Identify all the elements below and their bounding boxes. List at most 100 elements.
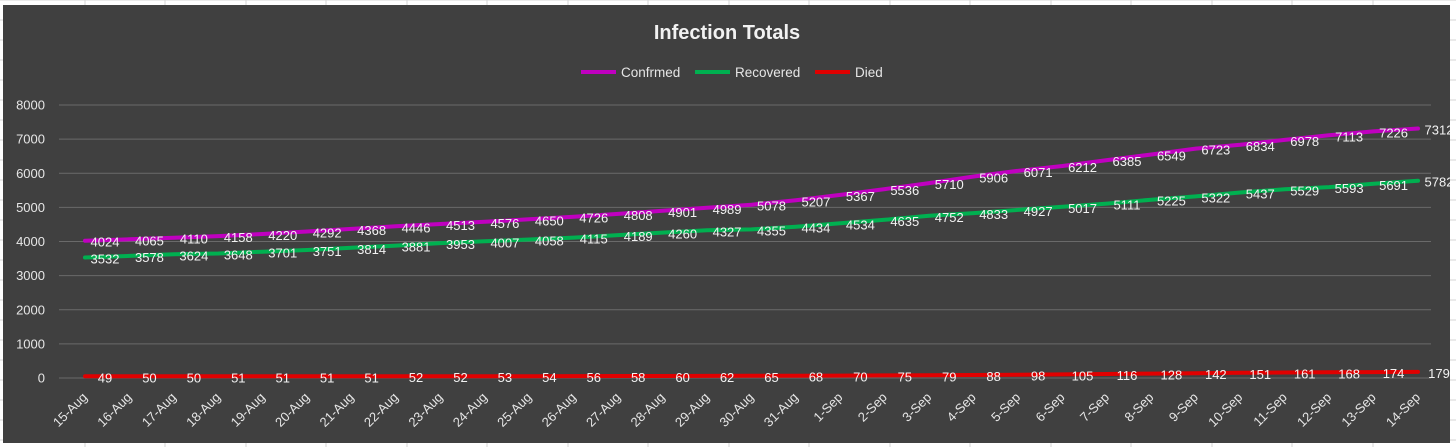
legend-label: Recovered — [735, 65, 800, 80]
x-tick-label: 3-Sep — [899, 390, 934, 425]
data-label-recovered: 4355 — [757, 223, 786, 238]
y-tick-label: 5000 — [16, 200, 45, 215]
gridlines — [59, 104, 1431, 379]
data-label-confrmed: 5367 — [846, 189, 875, 204]
series-line-recovered — [83, 178, 1420, 260]
data-label-confrmed: 4446 — [402, 220, 431, 235]
data-label-confrmed: 4024 — [91, 235, 120, 250]
y-axis: 0 1000 2000 3000 4000 5000 6000 7000 8000 — [16, 98, 45, 386]
data-label-recovered: 5691 — [1379, 178, 1408, 193]
data-label-died: 50 — [187, 370, 201, 385]
data-label-died: 105 — [1072, 368, 1094, 383]
x-axis: 15-Aug 16-Aug 17-Aug 18-Aug 19-Aug 20-Aug 21-A… — [50, 390, 1423, 430]
x-tick-label: 24-Aug — [450, 390, 490, 430]
data-label-recovered: 4833 — [979, 207, 1008, 222]
y-tick-label: 2000 — [16, 302, 45, 317]
legend-label: Died — [855, 65, 883, 80]
data-label-recovered: 4927 — [1024, 204, 1053, 219]
data-label-recovered: 3751 — [313, 244, 342, 259]
x-tick-label: 16-Aug — [94, 390, 134, 430]
data-label-recovered: 4434 — [801, 221, 830, 236]
data-label-recovered: 4115 — [580, 232, 608, 247]
x-tick-label: 29-Aug — [672, 390, 712, 430]
data-label-recovered: 4189 — [624, 229, 653, 244]
data-label-confrmed: 6549 — [1157, 149, 1186, 164]
data-label-died: 51 — [364, 370, 378, 385]
line-chart: Infection Totals Confrmed Recovered Died 0… — [16, 22, 1450, 430]
data-label-recovered: 4007 — [490, 235, 519, 250]
data-label-died: 54 — [542, 370, 556, 385]
x-tick-label: 7-Sep — [1077, 390, 1112, 425]
data-label-recovered: 5437 — [1246, 186, 1275, 201]
data-label-recovered: 3953 — [446, 237, 475, 252]
data-label-died: 62 — [720, 370, 734, 385]
x-tick-label: 8-Sep — [1121, 390, 1156, 425]
data-label-confrmed: 4650 — [535, 213, 564, 228]
x-tick-label: 26-Aug — [539, 390, 579, 430]
data-label-died: 179 — [1428, 366, 1450, 381]
chart-title: Infection Totals — [654, 22, 800, 44]
data-label-died: 174 — [1383, 366, 1405, 381]
x-tick-label: 31-Aug — [761, 390, 801, 430]
y-tick-label: 1000 — [16, 336, 45, 351]
data-label-died: 51 — [320, 370, 334, 385]
data-label-died: 68 — [809, 370, 823, 385]
data-label-recovered: 5782 — [1425, 175, 1450, 190]
data-label-confrmed: 4726 — [579, 211, 608, 226]
chart-area[interactable]: Infection Totals Confrmed Recovered Died 0… — [3, 5, 1450, 443]
data-label-recovered: 3648 — [224, 248, 253, 263]
data-label-confrmed: 5078 — [757, 199, 786, 214]
data-label-recovered: 3532 — [91, 251, 120, 266]
data-label-recovered: 3881 — [402, 240, 431, 255]
x-tick-label: 22-Aug — [361, 390, 401, 430]
x-tick-label: 21-Aug — [316, 390, 356, 430]
data-label-confrmed: 4110 — [180, 232, 208, 247]
data-label-confrmed: 4513 — [446, 218, 475, 233]
data-label-confrmed: 6385 — [1113, 154, 1142, 169]
data-label-died: 142 — [1205, 367, 1227, 382]
data-label-recovered: 5529 — [1290, 183, 1319, 198]
x-tick-label: 4-Sep — [944, 390, 979, 425]
data-label-confrmed: 4576 — [490, 216, 519, 231]
x-tick-label: 1-Sep — [810, 390, 845, 425]
data-label-died: 75 — [898, 369, 912, 384]
data-label-confrmed: 7226 — [1379, 125, 1408, 140]
x-tick-label: 15-Aug — [50, 390, 90, 430]
data-label-died: 161 — [1294, 367, 1316, 382]
data-label-confrmed: 4065 — [135, 233, 164, 248]
data-label-confrmed: 4292 — [313, 226, 342, 241]
data-label-confrmed: 4989 — [713, 202, 742, 217]
data-label-recovered: 3624 — [179, 248, 208, 263]
data-label-recovered: 3578 — [135, 250, 164, 265]
data-label-died: 79 — [942, 369, 956, 384]
x-tick-label: 25-Aug — [494, 390, 534, 430]
x-tick-label: 9-Sep — [1166, 390, 1201, 425]
x-tick-label: 6-Sep — [1033, 390, 1068, 425]
data-label-died: 60 — [675, 370, 689, 385]
data-label-died: 52 — [453, 370, 467, 385]
data-label-recovered: 4260 — [668, 227, 697, 242]
chart-legend: Confrmed Recovered Died — [581, 65, 883, 80]
data-label-confrmed: 4158 — [224, 230, 253, 245]
y-tick-label: 7000 — [16, 132, 45, 147]
y-tick-label: 8000 — [16, 98, 45, 113]
data-label-confrmed: 6978 — [1290, 134, 1319, 149]
data-label-confrmed: 4220 — [268, 228, 297, 243]
legend-label: Confrmed — [621, 65, 680, 80]
y-tick-label: 3000 — [16, 268, 45, 283]
series-line-died — [83, 369, 1420, 379]
data-label-confrmed: 7113 — [1335, 129, 1363, 144]
data-label-died: 58 — [631, 370, 645, 385]
x-tick-label: 20-Aug — [272, 390, 312, 430]
data-label-recovered: 3701 — [268, 246, 297, 261]
data-label-recovered: 3814 — [357, 242, 386, 257]
y-tick-label: 6000 — [16, 166, 45, 181]
data-label-died: 88 — [986, 369, 1000, 384]
data-label-died: 53 — [498, 370, 512, 385]
data-label-recovered: 5322 — [1201, 190, 1230, 205]
data-label-confrmed: 5906 — [979, 170, 1008, 185]
y-tick-label: 4000 — [16, 234, 45, 249]
data-label-died: 65 — [764, 370, 778, 385]
x-tick-label: 14-Sep — [1383, 390, 1423, 430]
x-tick-label: 23-Aug — [405, 390, 445, 430]
